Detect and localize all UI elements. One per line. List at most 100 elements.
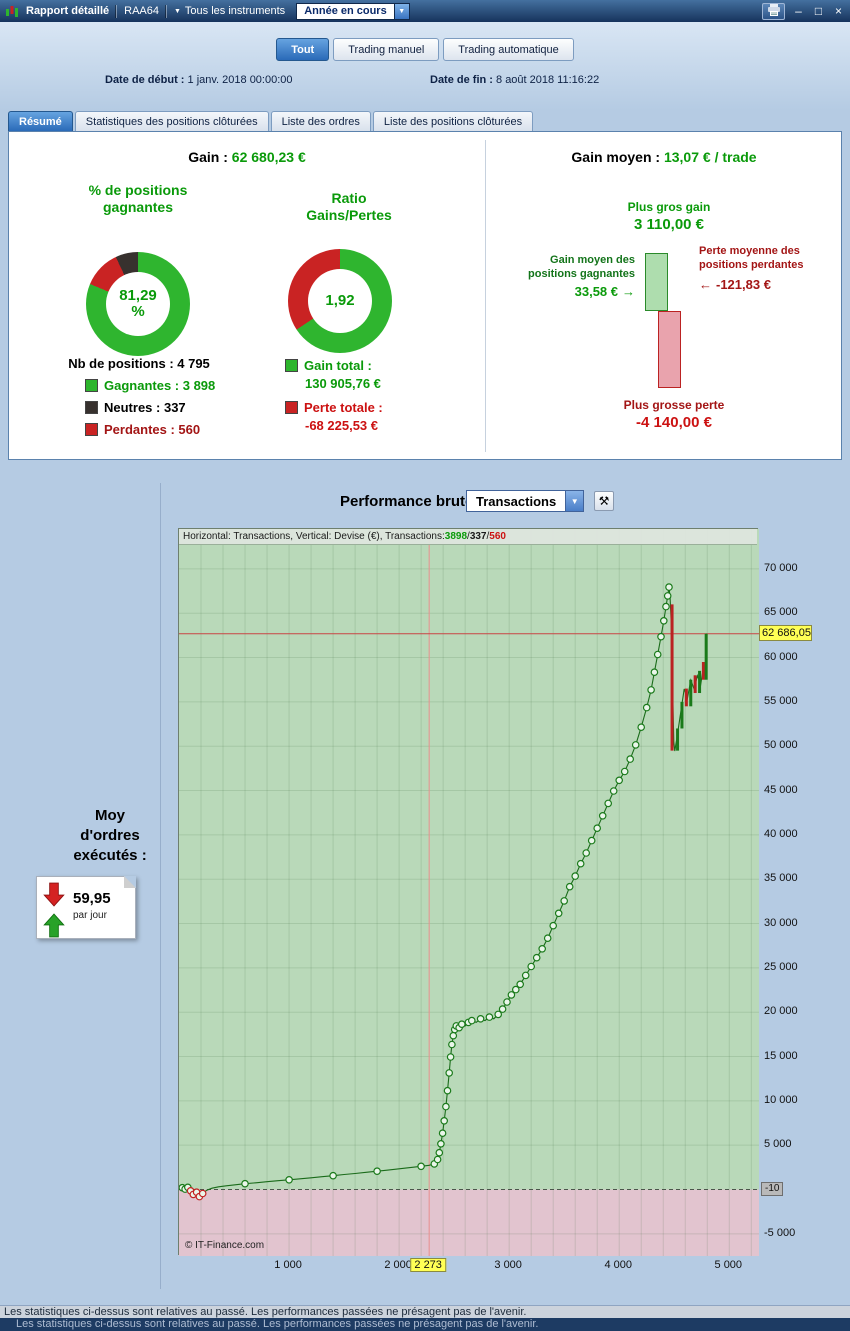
minimize-button[interactable]: – <box>795 3 802 18</box>
legend-label: Gagnantes : 3 898 <box>104 378 216 393</box>
biggest-gain-label: Plus gros gain <box>627 200 711 214</box>
report-tabs: Résumé Statistiques des positions clôtur… <box>8 111 534 131</box>
total-gain: Gain : 62 680,23 € <box>9 149 485 165</box>
ratio-title: Ratio Gains/Pertes <box>306 190 392 223</box>
print-button[interactable] <box>762 2 785 20</box>
winners-donut-chart: 81,29 % <box>86 252 190 356</box>
chart-scale-select[interactable]: Transactions ▼ <box>466 490 585 512</box>
dark-swatch <box>85 401 98 414</box>
down-arrow-icon <box>43 882 65 910</box>
y-axis-tick-label: 15 000 <box>764 1049 798 1062</box>
biggest-loss-value: -4 140,00 € <box>636 414 712 431</box>
title-bar: Rapport détaillé RAA64 ▼ Tous les instru… <box>0 0 850 22</box>
tab-liste-ordres[interactable]: Liste des ordres <box>270 111 371 131</box>
chevron-down-icon: ▼ <box>565 491 584 511</box>
zero-line-label: -10 <box>761 1181 784 1196</box>
y-axis-tick-label: 30 000 <box>764 916 798 929</box>
avg-loss-label: Perte moyenne des positions perdantes <box>699 245 804 271</box>
legend-label: Neutres : 337 <box>104 400 186 415</box>
maximize-button[interactable]: □ <box>814 3 823 18</box>
tab-resume[interactable]: Résumé <box>8 111 73 131</box>
chart-scale-value: Transactions <box>476 493 557 509</box>
tab-statistiques[interactable]: Statistiques des positions clôturées <box>74 111 269 131</box>
account-button[interactable]: RAA64 <box>124 5 159 17</box>
ratio-donut-chart: 1,92 <box>288 249 392 353</box>
close-button[interactable]: × <box>834 3 842 18</box>
y-axis-tick-label: 25 000 <box>764 960 798 973</box>
chart-neutral-count: 337 <box>469 531 487 542</box>
chart-info-prefix: Horizontal: Transactions, Vertical: Devi… <box>183 531 445 542</box>
y-axis-tick-label: 70 000 <box>764 561 798 574</box>
tab-liste-positions[interactable]: Liste des positions clôturées <box>372 111 534 131</box>
tab-tout[interactable]: Tout <box>276 38 330 61</box>
loss-total-label: Perte totale : <box>304 400 383 415</box>
avg-orders-value: 59,95 <box>73 890 111 907</box>
avg-loss-block: Perte moyenne des positions perdantes ← … <box>699 244 819 292</box>
up-arrow-icon <box>43 913 65 941</box>
period-select[interactable]: Année en cours ▼ <box>296 2 410 20</box>
chart-title: Performance brute <box>340 493 474 510</box>
report-header: Tout Trading manuel Trading automatique … <box>0 22 850 110</box>
legend-item-gagnantes: Gagnantes : 3 898 <box>85 378 215 393</box>
chart-info-strip: Horizontal: Transactions, Vertical: Devi… <box>179 529 757 545</box>
summary-panel: Gain : 62 680,23 € % de positions gagnan… <box>8 131 842 460</box>
winners-pct-unit: % <box>131 303 145 320</box>
order-arrows <box>43 882 65 941</box>
avg-orders-title: Moy d'ordres exécutés : <box>73 807 147 864</box>
ratio-value: 1,92 <box>325 292 355 309</box>
chevron-down-icon: ▼ <box>393 3 409 19</box>
winners-pct-value: 81,29 <box>119 287 157 304</box>
avg-win-label: Gain moyen des positions gagnantes <box>528 254 635 280</box>
instruments-dropdown[interactable]: ▼ Tous les instruments <box>174 5 285 17</box>
tab-trading-automatique[interactable]: Trading automatique <box>443 38 574 61</box>
biggest-loss-label: Plus grosse perte <box>623 398 725 412</box>
arrow-right-icon: → <box>622 284 635 299</box>
positions-count: Nb de positions : 4 795 <box>68 356 210 371</box>
period-select-value: Année en cours <box>304 5 387 17</box>
equity-curve-svg: © IT-Finance.com <box>178 529 759 1256</box>
x-axis-tick-label: 4 000 <box>604 1259 632 1271</box>
candlestick-chart-icon <box>5 4 19 18</box>
biggest-gain-bar <box>645 253 668 311</box>
chart-wins-count: 3898 <box>444 531 468 542</box>
disclaimer-bar-light: Les statistiques ci-dessus sont relative… <box>0 1305 850 1318</box>
legend-item-perdantes: Perdantes : 560 <box>85 422 215 437</box>
window-title: Rapport détaillé <box>26 5 110 17</box>
titlebar-controls: – □ × <box>762 2 845 20</box>
y-axis-tick-label: 20 000 <box>764 1005 798 1018</box>
tab-trading-manuel[interactable]: Trading manuel <box>333 38 440 61</box>
x-axis-tick-label: 2 000 <box>384 1259 412 1271</box>
average-gain: Gain moyen : 13,07 € / trade <box>486 149 842 165</box>
chart-settings-button[interactable]: ⚒ <box>594 491 614 511</box>
gain-total-row: Gain total : <box>285 358 383 373</box>
y-axis-tick-label: -5 000 <box>764 1226 796 1239</box>
avg-win-block: Gain moyen des positions gagnantes 33,58… <box>523 253 635 299</box>
x-axis-tick-label: 1 000 <box>274 1259 302 1271</box>
red-swatch <box>285 401 298 414</box>
trading-filter-tabs: Tout Trading manuel Trading automatique <box>0 38 850 61</box>
average-gain-label: Gain moyen : <box>571 149 661 165</box>
crosshair-y-label: 62 686,05 <box>759 624 812 641</box>
total-gain-label: Gain : <box>188 149 228 165</box>
positions-legend: Gagnantes : 3 898 Neutres : 337 Perdante… <box>85 378 215 437</box>
y-axis-tick-label: 50 000 <box>764 739 798 752</box>
x-axis-tick-label: 5 000 <box>714 1259 743 1271</box>
y-axis-tick-label: 60 000 <box>764 650 798 663</box>
equity-curve-chart[interactable]: © IT-Finance.com <box>178 528 759 1256</box>
arrow-left-icon: ← <box>699 277 712 292</box>
y-axis-tick-label: 40 000 <box>764 827 798 840</box>
loss-total-value: -68 225,53 € <box>305 418 379 433</box>
avg-orders-unit: par jour <box>73 910 107 921</box>
chevron-down-icon: ▼ <box>173 7 181 15</box>
legend-item-neutres: Neutres : 337 <box>85 400 215 415</box>
printer-icon <box>767 3 781 19</box>
y-axis-tick-label: 45 000 <box>764 783 798 796</box>
winners-donut-center: 81,29 % <box>106 272 170 336</box>
avg-orders-widget: 59,95 par jour <box>36 876 136 939</box>
totals-block: Gain total : 130 905,76 € Perte totale :… <box>285 356 383 442</box>
ratio-donut-center: 1,92 <box>308 269 372 333</box>
y-axis-tick-label: 35 000 <box>764 872 798 885</box>
green-swatch <box>285 359 298 372</box>
date-start-label: Date de début : <box>105 74 185 86</box>
wrench-icon: ⚒ <box>598 494 610 508</box>
